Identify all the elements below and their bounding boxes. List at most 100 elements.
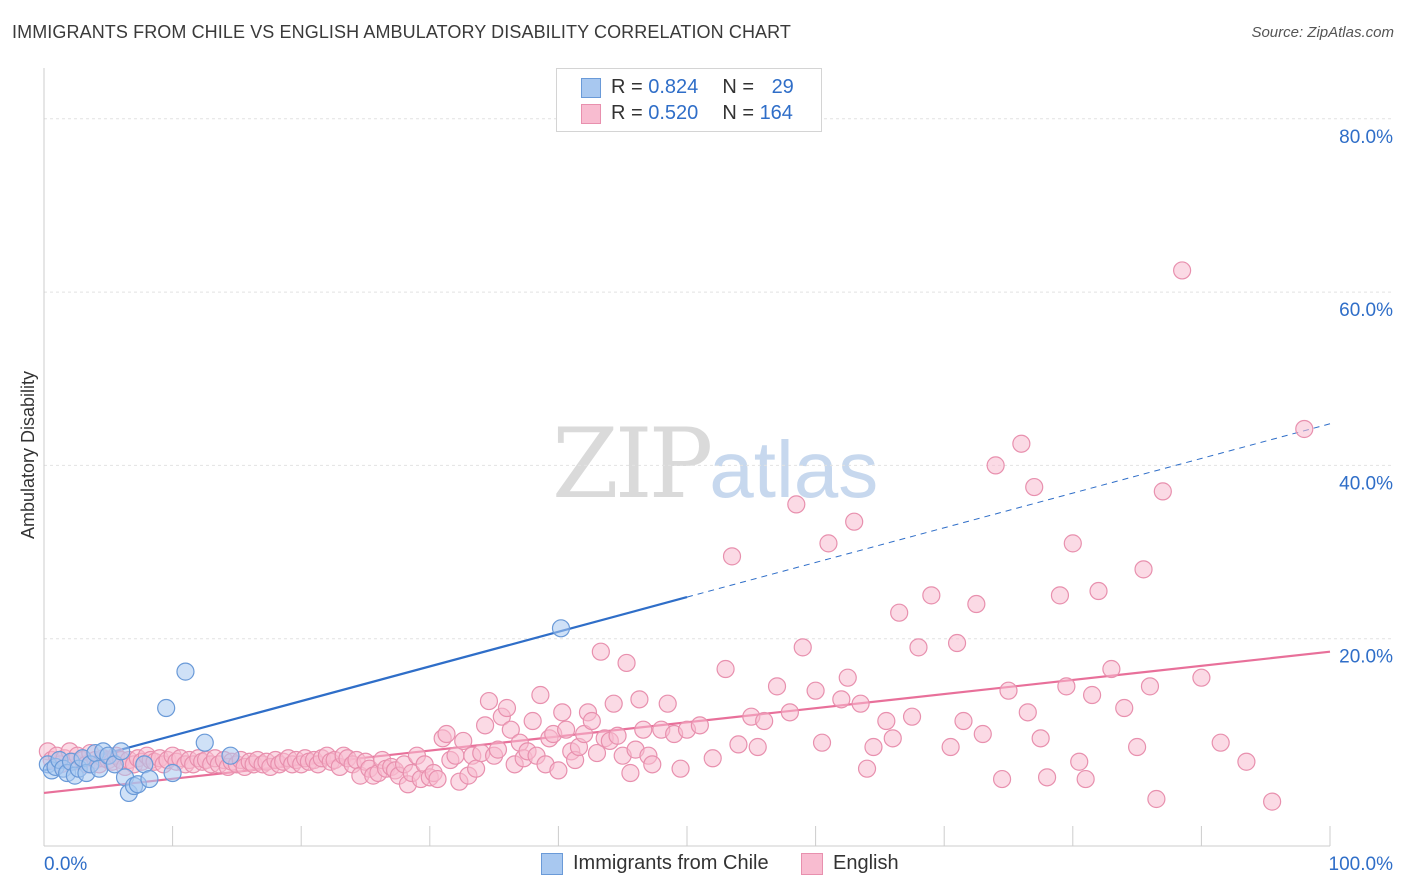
y-tick-label: 80.0% <box>1339 127 1393 148</box>
legend-row-english: R = 0.520 N = 164 <box>581 102 793 126</box>
watermark-zip: ZIP <box>552 408 713 520</box>
point <box>909 638 928 657</box>
bottom-legend-label-english: English <box>833 852 899 874</box>
point <box>890 603 909 622</box>
point <box>1115 698 1134 718</box>
point <box>140 769 159 789</box>
point <box>195 733 214 752</box>
point <box>1147 789 1166 809</box>
bottom-legend-label-chile: Immigrants from Chile <box>573 852 769 874</box>
point <box>748 737 767 757</box>
point <box>986 456 1005 475</box>
point <box>1102 659 1121 679</box>
legend-r-label: R = <box>611 102 649 124</box>
point <box>877 711 896 731</box>
point <box>1295 419 1314 439</box>
point <box>1082 685 1102 705</box>
point <box>1140 677 1160 696</box>
point <box>549 761 568 780</box>
point <box>437 724 456 744</box>
point <box>992 769 1012 789</box>
point <box>479 691 499 711</box>
bottom-legend-swatch-english <box>801 852 823 875</box>
bottom-legend-chile: Immigrants from Chile <box>541 852 769 875</box>
point <box>755 711 774 731</box>
point <box>1025 477 1044 497</box>
point <box>617 653 636 673</box>
point <box>922 586 941 605</box>
point <box>1211 733 1230 752</box>
point <box>1153 482 1172 501</box>
point <box>806 681 825 700</box>
point <box>787 495 806 514</box>
point <box>630 690 649 709</box>
point <box>902 707 922 726</box>
y-tick-label: 60.0% <box>1339 300 1393 321</box>
trend-line-extension <box>686 423 1331 598</box>
point <box>221 746 240 765</box>
bottom-legend-english: English <box>801 852 899 875</box>
point <box>1012 434 1031 453</box>
point <box>767 677 787 696</box>
legend-r-value: 0.824 <box>648 76 699 98</box>
point <box>1173 261 1192 280</box>
point <box>176 662 195 681</box>
point <box>845 512 864 531</box>
point <box>1070 752 1089 771</box>
point <box>793 638 812 657</box>
point <box>1237 752 1256 771</box>
point <box>634 720 653 739</box>
point <box>780 703 799 722</box>
point <box>604 694 623 713</box>
legend-swatch-chile <box>581 77 601 98</box>
point <box>1063 534 1082 553</box>
point <box>157 698 176 718</box>
point <box>551 619 571 638</box>
point <box>1037 768 1057 787</box>
y-tick-label: 40.0% <box>1339 473 1393 494</box>
point <box>582 711 601 731</box>
point <box>671 759 690 778</box>
point <box>1263 792 1282 811</box>
point <box>475 716 495 735</box>
point <box>947 633 967 653</box>
point <box>621 763 640 783</box>
watermark: ZIPatlas <box>552 408 878 520</box>
legend-n-label: N = <box>722 102 760 124</box>
point <box>591 642 610 661</box>
point <box>1076 769 1095 789</box>
legend-n-value: 164 <box>759 102 793 124</box>
point <box>587 743 607 763</box>
chart-title: IMMIGRANTS FROM CHILE VS ENGLISH AMBULAT… <box>12 22 792 42</box>
point <box>729 735 748 754</box>
point <box>112 742 131 761</box>
grid <box>44 118 1392 640</box>
source-label: Source: ZipAtlas.com <box>1251 24 1394 41</box>
point <box>819 534 838 553</box>
point <box>1127 737 1147 757</box>
point <box>466 759 486 778</box>
point <box>851 694 870 713</box>
point <box>501 720 520 739</box>
point <box>973 724 992 744</box>
legend-swatch-english <box>581 103 601 124</box>
point <box>643 755 662 774</box>
point <box>1134 560 1153 579</box>
y-axis-label: Ambulatory Disability <box>18 371 38 539</box>
point <box>658 694 677 713</box>
point <box>608 726 627 745</box>
point <box>531 685 550 705</box>
point <box>1089 581 1108 601</box>
point <box>488 740 508 759</box>
legend-r-value: 0.520 <box>648 102 699 124</box>
legend: R = 0.824 N = 29 R = 0.520 N = 164 <box>556 68 822 132</box>
point <box>812 733 832 752</box>
point <box>832 690 851 709</box>
point <box>857 759 877 778</box>
point <box>1031 729 1050 748</box>
legend-row-chile: R = 0.824 N = 29 <box>581 76 794 100</box>
point <box>163 763 182 783</box>
point <box>690 716 709 735</box>
point <box>1057 677 1076 696</box>
